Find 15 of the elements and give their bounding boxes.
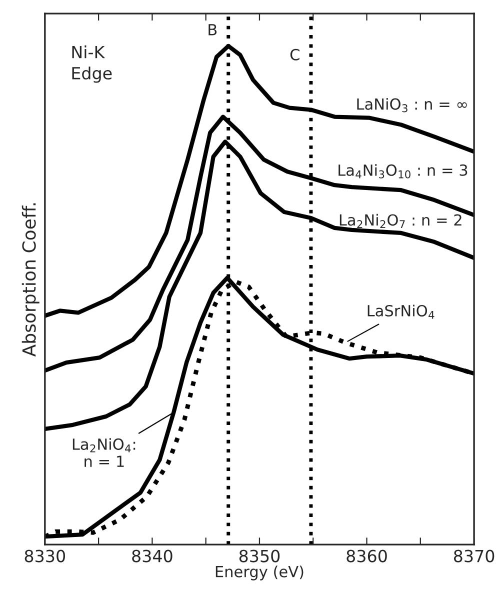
- x-tick-label: 8330: [24, 550, 66, 562]
- annotation: Ni-K Edge: [72, 45, 112, 83]
- x-tick-label: 8370: [454, 550, 494, 562]
- series-label: LaSrNiO$_{4}$: [368, 304, 434, 319]
- series-label: La$_{2}$Ni$_{2}$O$_{7}$ : n = 2: [340, 214, 462, 228]
- x-tick-label: 8350: [239, 550, 280, 562]
- series-label: LaNiO$_{3}$ : n = ∞: [357, 98, 467, 112]
- x-tick-label: 8340: [132, 550, 172, 562]
- ref-line-label: B: [208, 24, 217, 36]
- x-tick-label: 8360: [346, 550, 387, 562]
- x-axis-title: Energy (eV): [216, 566, 304, 580]
- series-label: La$_{2}$NiO$_{4}$: n = 1: [72, 438, 136, 467]
- series-label: La$_{4}$Ni$_{3}$O$_{10}$ : n = 3: [338, 164, 468, 178]
- y-axis-title: Absorption Coeff.: [22, 203, 40, 357]
- ref-line-label: C: [290, 48, 300, 60]
